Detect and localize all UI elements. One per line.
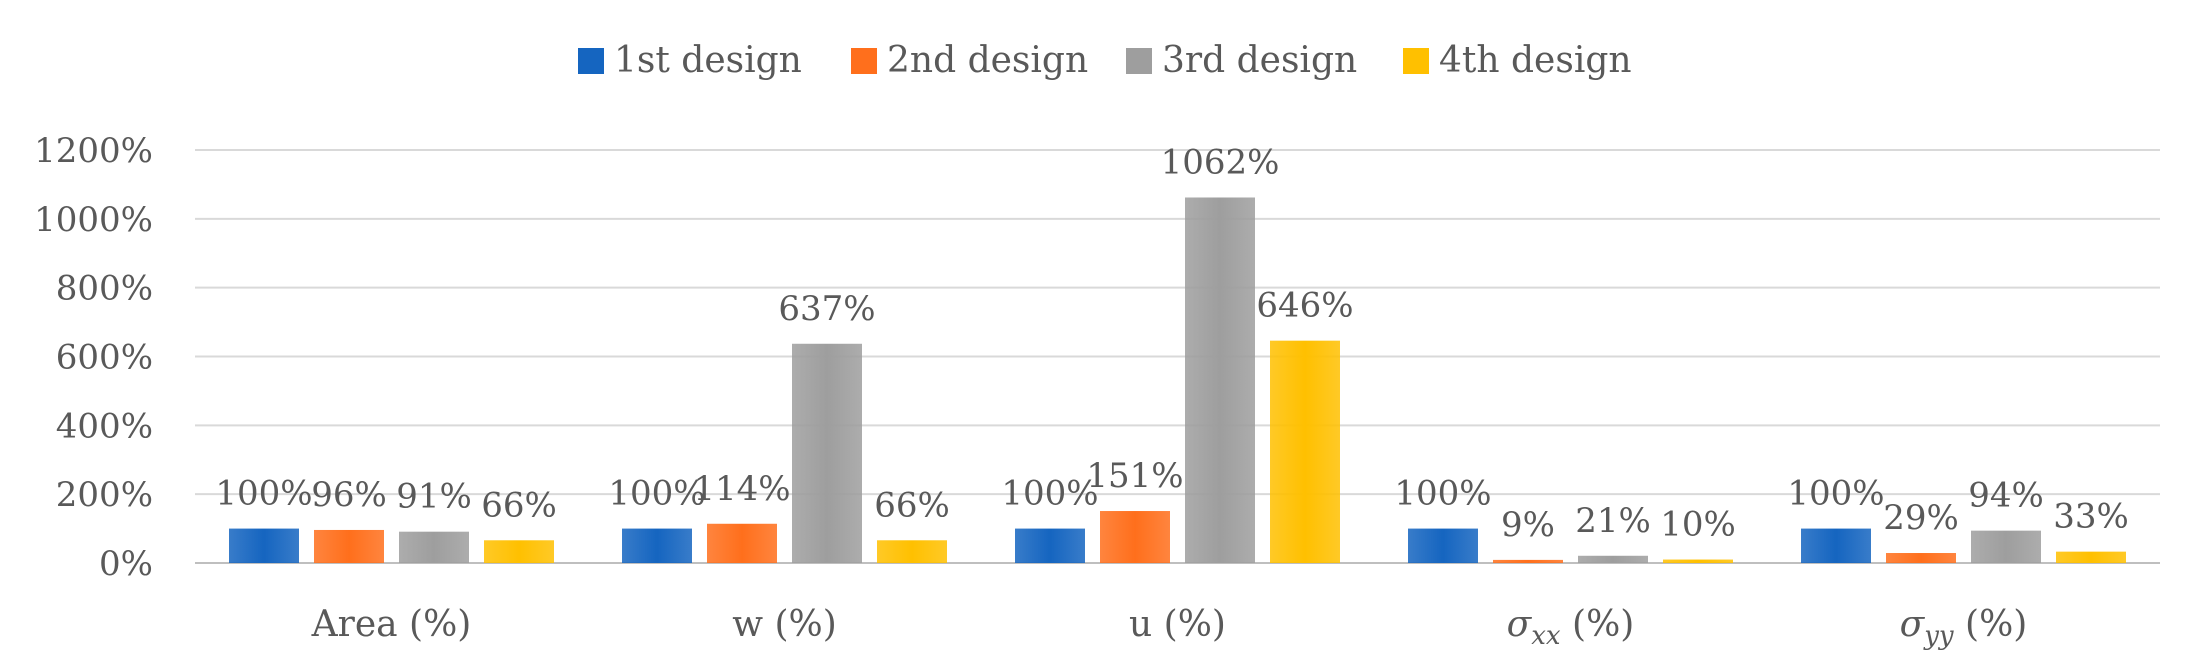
data-label: 151% bbox=[1086, 456, 1183, 496]
data-label: 1062% bbox=[1161, 142, 1280, 182]
y-tick-label: 400% bbox=[56, 406, 153, 446]
bar bbox=[484, 540, 554, 563]
legend-entry: 1st design bbox=[614, 40, 802, 81]
legend-swatch bbox=[851, 48, 877, 74]
bar bbox=[314, 529, 384, 563]
data-labels: 100%96% 91% 66% 100%114%637%66% 100%151%1062… bbox=[215, 142, 2128, 544]
data-label: 100% bbox=[608, 474, 705, 514]
bar bbox=[1886, 553, 1956, 563]
legend: 1st design 2nd design 3rd design 4th design bbox=[578, 40, 1632, 81]
data-label: 646% bbox=[1256, 286, 1353, 326]
legend-entry: 2nd design bbox=[887, 40, 1088, 81]
data-label: 96% bbox=[311, 475, 387, 515]
bar bbox=[1408, 528, 1478, 563]
bar bbox=[399, 531, 469, 563]
legend-swatch bbox=[578, 48, 604, 74]
bar bbox=[1801, 528, 1871, 563]
data-label: 9% bbox=[1501, 505, 1555, 545]
bar bbox=[1185, 197, 1255, 563]
bar bbox=[1100, 511, 1170, 563]
bar bbox=[1015, 528, 1085, 563]
x-category-label: Area (%) bbox=[311, 604, 472, 645]
data-label: 94% bbox=[1968, 476, 2044, 516]
bar bbox=[792, 343, 862, 563]
bar bbox=[229, 528, 299, 563]
y-tick-label: 200% bbox=[56, 475, 153, 515]
legend-swatch bbox=[1126, 48, 1152, 74]
y-tick-label: 1200% bbox=[34, 131, 153, 171]
data-label: 29% bbox=[1883, 498, 1959, 538]
data-label: 21% bbox=[1575, 501, 1651, 541]
data-label: 91% bbox=[396, 477, 472, 517]
bar bbox=[1270, 340, 1340, 563]
data-label: 100% bbox=[1394, 474, 1491, 514]
x-category-label: σyy (%) bbox=[1900, 604, 2028, 651]
y-tick-label: 0% bbox=[99, 544, 153, 584]
bar bbox=[707, 523, 777, 563]
bar bbox=[622, 528, 692, 563]
bar bbox=[877, 540, 947, 563]
data-label: 10% bbox=[1660, 505, 1736, 545]
bar bbox=[1493, 559, 1563, 563]
legend-swatch bbox=[1403, 48, 1429, 74]
data-label: 100% bbox=[215, 474, 312, 514]
data-label: 100% bbox=[1787, 474, 1884, 514]
x-category-label: u (%) bbox=[1129, 604, 1226, 645]
data-label: 33% bbox=[2053, 497, 2129, 537]
x-category-label: w (%) bbox=[732, 604, 837, 645]
y-tick-label: 1000% bbox=[34, 200, 153, 240]
x-category-label: σxx (%) bbox=[1507, 604, 1635, 651]
legend-entry: 4th design bbox=[1439, 40, 1632, 81]
y-axis-ticks: 0% 200% 400% 600% 800% 1000% 1200% bbox=[34, 131, 153, 584]
bar bbox=[2056, 551, 2126, 563]
data-label: 66% bbox=[874, 485, 950, 525]
legend-entry: 3rd design bbox=[1162, 40, 1357, 81]
data-label: 100% bbox=[1001, 474, 1098, 514]
data-label: 114% bbox=[693, 469, 790, 509]
bar bbox=[1971, 530, 2041, 563]
x-axis-categories: Area (%) w (%) u (%) σxx (%) σyy (%) bbox=[311, 604, 2028, 651]
data-label: 66% bbox=[481, 485, 557, 525]
data-label: 637% bbox=[778, 289, 875, 329]
bar bbox=[1578, 555, 1648, 563]
bars bbox=[229, 197, 2126, 563]
y-tick-label: 600% bbox=[56, 338, 153, 378]
y-tick-label: 800% bbox=[56, 269, 153, 309]
bar bbox=[1663, 559, 1733, 563]
